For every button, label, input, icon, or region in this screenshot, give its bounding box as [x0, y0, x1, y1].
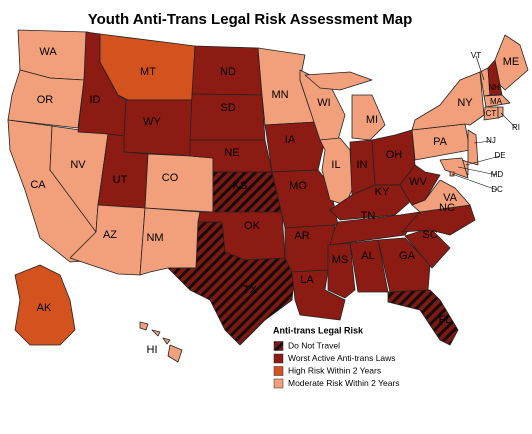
state-label: MO: [289, 180, 307, 192]
label-leader: [473, 140, 492, 144]
state-label: MN: [271, 89, 288, 101]
state: [14, 264, 76, 346]
state-label: VT: [471, 51, 481, 60]
state: [167, 221, 296, 346]
state-labels: WA OR CA NV ID MT WY UT AZ CO NM ND SD NE KS OK TX MN IA MO…: [30, 46, 520, 356]
legend-label: Moderate Risk Within 2 Years: [288, 378, 400, 388]
state-label: IL: [331, 159, 340, 171]
legend-swatch: [273, 378, 284, 389]
legend: Do Not Travel Worst Active Anti-trans Law…: [273, 340, 400, 389]
legend-label: High Risk Within 2 Years: [288, 365, 381, 375]
state: [494, 34, 529, 91]
state-label: ME: [503, 56, 520, 68]
state-label: SC: [422, 229, 437, 241]
state: [411, 71, 485, 131]
state-label: WY: [143, 116, 161, 128]
state-label: FL: [439, 314, 452, 326]
state: [139, 321, 183, 363]
state-label: UT: [113, 174, 128, 186]
label-leader: [500, 112, 517, 129]
state: [467, 129, 479, 166]
map-title: Youth Anti-Trans Legal Risk Assessment M…: [88, 11, 413, 28]
label-leader: [475, 55, 485, 81]
state-label: KS: [233, 180, 248, 192]
state-label: ND: [220, 66, 236, 78]
state-label: MS: [332, 254, 349, 266]
state-label: LA: [300, 274, 314, 286]
label-leader: [465, 155, 501, 166]
state-label: AZ: [103, 229, 117, 241]
state-label: OR: [37, 94, 54, 106]
state-label: NH: [488, 83, 500, 92]
state-label: WI: [317, 97, 330, 109]
state: [291, 269, 346, 321]
state: [329, 211, 421, 246]
label-leader: [451, 173, 498, 191]
legend-label: Worst Active Anti-trans Laws: [288, 353, 396, 363]
state-label: WV: [409, 176, 427, 188]
state-label: NM: [146, 232, 163, 244]
state-label: OH: [386, 149, 403, 161]
state: [327, 242, 356, 299]
state: [377, 237, 431, 293]
state-label: PA: [433, 136, 448, 148]
state: [497, 106, 504, 119]
state-label: WA: [39, 46, 57, 58]
state-label: MT: [140, 66, 156, 78]
state-label: TN: [361, 210, 376, 222]
state-label: HI: [147, 344, 158, 356]
legend-swatch: [273, 366, 284, 376]
state-label: ID: [90, 94, 101, 106]
state-label: OK: [244, 220, 261, 232]
legend-label: Do Not Travel: [288, 340, 340, 350]
state-label: MI: [366, 114, 378, 126]
state-label: MD: [491, 170, 504, 179]
legend-swatch: [273, 353, 284, 364]
states: [7, 29, 529, 363]
state: [483, 94, 511, 108]
state-label: CT: [486, 109, 497, 118]
state-label: CO: [162, 172, 179, 184]
state-label: RI: [512, 123, 520, 132]
state-label: VA: [443, 192, 458, 204]
state: [264, 121, 326, 173]
state-label: AK: [37, 302, 52, 314]
state-label: CA: [30, 179, 46, 191]
state-label: DC: [491, 185, 503, 194]
state-label: TX: [243, 284, 258, 296]
state-label: IN: [357, 159, 368, 171]
label-leader: [457, 166, 498, 176]
legend-swatch: [273, 341, 284, 351]
state-label: SD: [220, 102, 235, 114]
state-label: AL: [361, 250, 374, 262]
state-label: NE: [224, 147, 239, 159]
state-label: IA: [285, 134, 296, 146]
state-label: KY: [375, 186, 390, 198]
state: [304, 71, 386, 141]
state: [144, 153, 214, 213]
state: [7, 69, 85, 129]
legend-title: Anti-trans Legal Risk: [273, 325, 364, 335]
state-label: NC: [439, 202, 455, 214]
state-label: AR: [294, 230, 309, 242]
state: [387, 289, 459, 346]
state-label: MA: [490, 97, 503, 106]
state-label: NV: [70, 159, 86, 171]
state: [212, 171, 283, 216]
state: [123, 99, 193, 157]
state-label: GA: [399, 250, 416, 262]
state: [189, 93, 266, 141]
state-label: NY: [457, 97, 473, 109]
state: [399, 164, 441, 206]
state: [439, 157, 469, 179]
state: [284, 224, 336, 273]
state-label: NJ: [486, 136, 496, 145]
state-label: DE: [494, 151, 505, 160]
